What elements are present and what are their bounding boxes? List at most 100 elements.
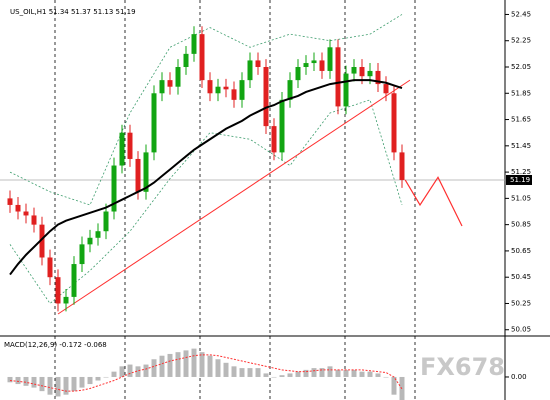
macd-bar [319,368,325,377]
candle-body [119,132,125,166]
candle-body [351,67,357,74]
y-tick-label: 50.05 [511,326,531,334]
last-price-box [506,174,532,185]
candle-body [31,215,37,225]
macd-bar [247,368,253,377]
macd-bar [391,376,397,395]
macd-bar [207,355,213,377]
macd-bar [151,359,157,377]
trendline [57,79,411,315]
macd-bar [183,350,189,377]
macd-bar [191,348,197,377]
candle-body [127,132,133,159]
macd-bar [343,369,349,377]
macd-panel [7,348,405,400]
price-panel [0,14,505,315]
macd-bar [135,366,141,377]
band-lower [9,99,403,305]
candle-body [391,93,397,153]
macd-bar [255,368,261,377]
candle-body [39,224,45,258]
y-tick-label: 50.25 [511,299,531,307]
candle-body [23,211,29,216]
macd-bar [167,353,173,377]
y-tick-label: 50.85 [511,221,531,229]
candle-body [55,277,61,304]
candle-body [151,93,157,153]
macd-bar [159,355,165,377]
time-separators [54,0,416,400]
y-tick-label: 51.25 [511,168,531,176]
candle-body [295,67,301,81]
candle-body [15,204,21,212]
macd-bar [359,371,365,377]
candle-body [311,60,317,64]
macd-bar [303,369,309,377]
macd-bar [311,368,317,377]
macd-signal [9,354,403,392]
macd-bar [47,376,53,395]
candle-body [327,47,333,71]
macd-bar [327,366,333,377]
candle-body [319,60,325,71]
candle-body [159,80,165,94]
moving-average [9,79,403,276]
macd-bar [71,376,77,392]
candle-body [231,89,237,100]
candle-body [175,67,181,87]
candle-body [63,296,69,304]
chart-title: US_OIL,H1 51.34 51.37 51.13 51.19 [10,8,136,16]
watermark: FX678 [420,353,505,381]
y-tick-label: 52.25 [511,37,531,45]
y-tick-label: 51.45 [511,142,531,150]
macd-tick-label: 0.00 [511,373,527,381]
candle-body [207,80,213,94]
candle-body [399,152,405,180]
y-tick-label: 52.05 [511,63,531,71]
candle-body [239,80,245,100]
macd-bar [39,376,45,392]
candle-body [71,264,77,297]
candle-body [255,60,261,67]
candle-body [95,231,101,238]
candle-body [359,67,365,77]
macd-bar [375,373,381,377]
macd-bar [87,376,93,385]
macd-bar [279,375,285,377]
candle-body [143,152,149,192]
macd-label: MACD(12,26,9) -0.172 -0.068 [4,341,107,349]
macd-bar [31,376,37,388]
macd-bar [15,376,21,385]
candle-body [263,67,269,127]
y-tick-label: 51.05 [511,194,531,202]
macd-bar [127,364,133,377]
candle-body [103,211,109,232]
candle-body [167,80,173,87]
candle-body [383,84,389,94]
macd-bar [175,352,181,377]
macd-bar [335,369,341,377]
macd-bar [295,371,301,377]
candle-body [7,198,13,205]
macd-bar [367,371,373,377]
candle-body [183,53,189,67]
last-price-label: 51.19 [510,176,530,184]
candle-body [367,70,373,77]
y-tick-label: 51.65 [511,116,531,124]
macd-bar [23,376,29,386]
y-tick-label: 52.45 [511,10,531,18]
macd-bar [7,376,13,383]
macd-bar [223,362,229,377]
candle-body [215,86,221,94]
candle-body [335,47,341,107]
candle-body [111,165,117,212]
y-tick-label: 51.85 [511,89,531,97]
macd-bar [271,376,277,378]
macd-bar [239,368,245,377]
candle-body [223,86,229,90]
candle-body [191,34,197,54]
macd-bar [215,359,221,377]
band-upper [9,14,403,206]
macd-bar [287,373,293,377]
